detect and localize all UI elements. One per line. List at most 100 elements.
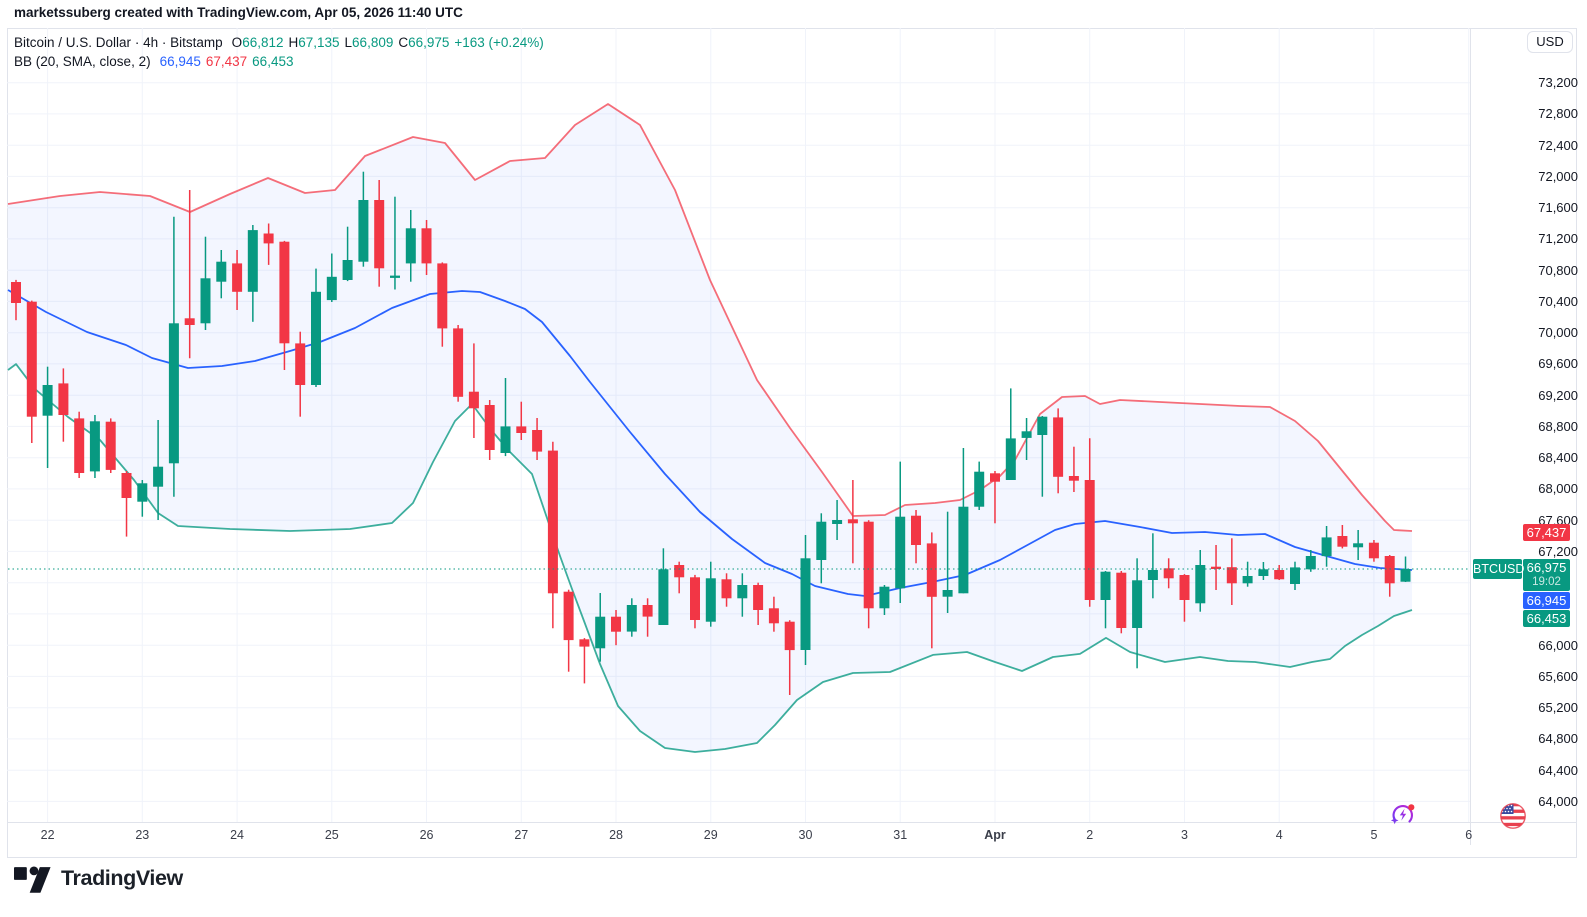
- price-tick-label: 66,000: [1538, 637, 1578, 653]
- price-tick-label: 64,400: [1538, 762, 1578, 778]
- low-value: 66,809: [352, 35, 394, 50]
- candle: [926, 543, 937, 597]
- candle: [437, 263, 448, 329]
- tradingview-wordmark: TradingView: [61, 866, 183, 890]
- candle: [1147, 570, 1158, 580]
- candle: [753, 585, 764, 610]
- candle: [200, 278, 211, 324]
- candle: [1353, 543, 1364, 548]
- time-tick-label: 24: [230, 828, 244, 842]
- candle: [184, 318, 195, 325]
- candle: [216, 261, 227, 282]
- candlestick-plot: [7, 28, 1470, 822]
- price-tick-label: 70,400: [1538, 293, 1578, 309]
- candle: [279, 241, 290, 344]
- candle: [1258, 569, 1269, 576]
- time-tick-label: 23: [135, 828, 150, 842]
- chart-legend: Bitcoin / U.S. Dollar · 4h · Bitstamp O66…: [14, 34, 544, 72]
- candle: [690, 577, 700, 620]
- candle: [1068, 476, 1079, 481]
- gridlines: [7, 28, 1470, 822]
- time-tick-label: 25: [324, 828, 339, 842]
- price-tick-label: 68,400: [1538, 450, 1578, 466]
- candle: [1053, 417, 1064, 477]
- candle: [74, 418, 85, 473]
- chart-canvas[interactable]: [0, 28, 1470, 822]
- indicator-params: (20, SMA, close, 2): [35, 54, 151, 69]
- close-value: 66,975: [408, 35, 450, 50]
- candle: [42, 385, 53, 416]
- candle: [121, 473, 132, 498]
- candle: [547, 450, 558, 594]
- candle: [232, 263, 243, 292]
- candle: [611, 616, 621, 632]
- candle: [768, 608, 779, 624]
- time-axis[interactable]: 22 23 24 25 26 27 28 29 30 31 Apr 2 3 4 5 6: [0, 822, 1587, 858]
- candle: [595, 616, 606, 649]
- candle: [89, 421, 100, 472]
- time-tick-label: 5: [1370, 828, 1378, 842]
- candle: [295, 343, 306, 385]
- candle: [1021, 431, 1032, 438]
- candle: [1084, 480, 1095, 600]
- candle: [263, 233, 274, 244]
- candle: [642, 605, 653, 617]
- candle: [532, 430, 543, 452]
- candle: [1242, 576, 1253, 584]
- candle: [1400, 569, 1411, 582]
- candle: [626, 605, 637, 632]
- time-tick-label: 4: [1275, 828, 1283, 842]
- tradingview-logo[interactable]: TradingView: [14, 864, 183, 893]
- candle: [153, 466, 164, 487]
- price-tick-label: 72,800: [1538, 106, 1578, 122]
- candle-countdown: 19:02: [1532, 576, 1561, 588]
- time-tick-label: 26: [419, 828, 434, 842]
- bb-upper-value: 67,437: [205, 54, 248, 69]
- candle: [1100, 571, 1111, 600]
- indicator-name: BB: [14, 54, 33, 69]
- us-flag-button[interactable]: [1500, 803, 1526, 829]
- candle: [326, 276, 337, 301]
- bb-basis-badge: 66,945: [1523, 592, 1570, 609]
- candle: [484, 405, 495, 450]
- time-scale-separator: [7, 822, 1577, 823]
- price-tick-label: 64,000: [1538, 793, 1578, 809]
- candle: [1226, 567, 1237, 584]
- candle: [516, 426, 527, 433]
- candle: [11, 282, 21, 303]
- exchange-label: Bitstamp: [170, 35, 223, 50]
- chart-frame: [7, 28, 1577, 858]
- symbol-badge: BTCUSD: [1473, 559, 1524, 579]
- change-value: +163 (+0.24%): [454, 35, 544, 50]
- candle: [1116, 572, 1127, 628]
- candle: [168, 323, 179, 464]
- time-tick-label: 22: [40, 828, 55, 842]
- bb-basis-value: 66,945: [159, 54, 201, 69]
- candle: [105, 421, 116, 470]
- candle: [1037, 416, 1048, 435]
- candle: [784, 621, 795, 651]
- price-tick-label: 68,000: [1538, 481, 1578, 497]
- price-tick-label: 71,600: [1538, 200, 1578, 216]
- candle: [26, 301, 37, 417]
- candle: [1274, 570, 1285, 580]
- boost-button[interactable]: [1390, 801, 1416, 827]
- candle: [1179, 575, 1190, 600]
- candle: [911, 515, 921, 545]
- price-tick-label: 69,600: [1538, 356, 1578, 372]
- candle: [247, 230, 258, 292]
- candle: [863, 521, 874, 609]
- currency-toggle-button[interactable]: USD: [1527, 31, 1573, 53]
- price-tick-label: 73,200: [1538, 75, 1578, 91]
- price-tick-label: 72,000: [1538, 168, 1578, 184]
- bb-lower-value: 66,453: [252, 54, 294, 69]
- bb-upper-badge: 67,437: [1523, 524, 1570, 542]
- time-tick-label: 31: [893, 828, 908, 842]
- time-tick-label: 30: [798, 828, 813, 842]
- candles: [11, 171, 1411, 695]
- tradingview-logo-mark: [14, 866, 51, 893]
- price-tick-label: 67,600: [1538, 512, 1578, 528]
- price-scale[interactable]: USD 64,000 64,400 64,800 65,200 65,600 66,000…: [1470, 28, 1587, 822]
- candle: [847, 519, 858, 524]
